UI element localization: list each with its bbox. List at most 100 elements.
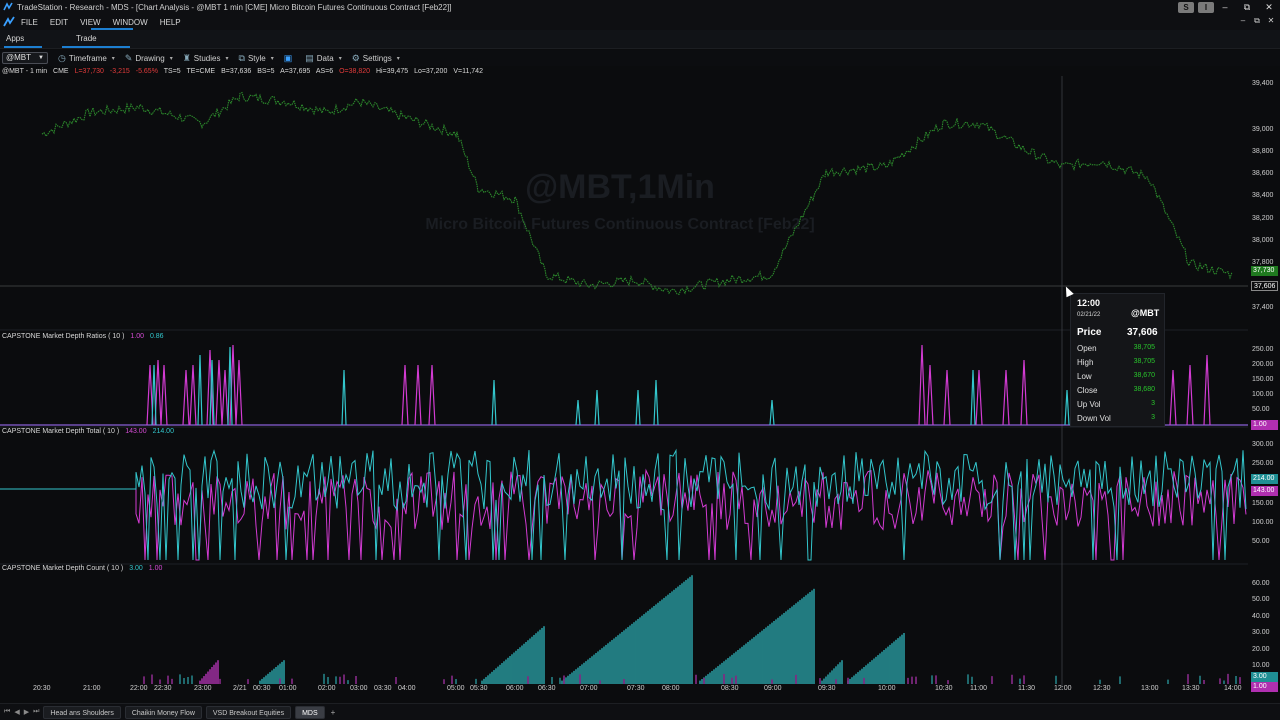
trade-exchange: TE=CME <box>186 68 216 75</box>
menu-file[interactable]: FILE <box>21 17 38 27</box>
time-axis-label: 05:30 <box>470 685 488 692</box>
settings-label: Settings <box>362 53 392 63</box>
next-tab-icon[interactable]: ▶ <box>23 709 30 716</box>
data-label: Data <box>316 53 334 63</box>
total-axis-label: 300.00 <box>1252 441 1274 448</box>
time-axis-label: 06:30 <box>538 685 556 692</box>
time-axis-label: 02:00 <box>318 685 336 692</box>
chevron-down-icon: ▾ <box>169 55 173 62</box>
drawing-button[interactable]: ✎ Drawing ▾ <box>125 53 173 64</box>
ratios-spike <box>635 389 641 426</box>
chart-canvas[interactable] <box>0 66 1280 703</box>
trade-size: TS=5 <box>163 68 181 75</box>
time-axis-label: 20:30 <box>33 685 51 692</box>
total-panel-label[interactable]: CAPSTONE Market Depth Total ( 10 ) 143.0… <box>2 428 178 435</box>
timeframe-button[interactable]: ◷ Timeframe ▾ <box>58 53 115 64</box>
time-axis-label: 03:30 <box>374 685 392 692</box>
first-tab-icon[interactable]: ⏮ <box>4 708 11 715</box>
ratios-spike <box>182 369 190 426</box>
ratios-value-2: 0.86 <box>149 333 164 340</box>
symbol-input[interactable]: @MBT ▼ <box>2 52 48 64</box>
data-icon: ▤ <box>305 52 314 63</box>
trade-tab[interactable]: Trade <box>76 34 97 43</box>
prev-tab-icon[interactable]: ◀ <box>14 709 20 716</box>
count-axis-label: 60.00 <box>1252 580 1270 587</box>
ratios-spike <box>160 364 168 426</box>
menu-bar: FILE EDIT VIEW WINDOW HELP – ⧉ ✕ <box>0 14 1280 30</box>
doc-close-button[interactable]: ✕ <box>1267 16 1275 25</box>
menu-edit[interactable]: EDIT <box>49 17 69 27</box>
tab-chaikin-money-flow[interactable]: Chaikin Money Flow <box>124 705 202 719</box>
time-axis-label: 07:00 <box>580 685 598 692</box>
ratios-spike <box>215 359 223 426</box>
chevron-down-icon: ▾ <box>111 55 115 62</box>
tab-mds[interactable]: MDS <box>295 705 325 719</box>
ratios-spike <box>575 399 581 426</box>
doc-minimize-button[interactable]: – <box>1240 16 1246 25</box>
time-axis-label: 00:30 <box>253 685 271 692</box>
volume: V=11,742 <box>453 68 483 75</box>
price-axis-label: 38,000 <box>1252 237 1274 244</box>
minimize-button[interactable]: – <box>1222 2 1228 12</box>
data-button[interactable]: ▤ Data ▾ <box>305 53 341 64</box>
tooltip-row-high: High 38,705 <box>1077 358 1161 367</box>
ratios-spike <box>146 364 154 426</box>
tooltip-row-value: 38,680 <box>1133 386 1155 393</box>
tab-head-and-shoulders[interactable]: Head ans Shoulders <box>43 705 121 719</box>
price-axis-label: 38,800 <box>1252 148 1274 155</box>
tooltip-price-label: Price <box>1077 327 1102 338</box>
trade-tab-underline <box>62 46 130 48</box>
price-series <box>41 91 1233 295</box>
tooltip-row-value: 38,670 <box>1133 372 1155 379</box>
clock-icon: ◷ <box>58 52 66 63</box>
ratios-spike <box>401 364 409 426</box>
count-panel-label[interactable]: CAPSTONE Market Depth Count ( 10 ) 3.00 … <box>2 565 166 572</box>
count-value-tag-1: 3.00 <box>1251 672 1278 682</box>
style-button[interactable]: ⧉ Style ▾ <box>239 53 274 64</box>
count-axis-label: 40.00 <box>1252 613 1270 620</box>
style-icon: ⧉ <box>238 52 245 63</box>
close-button[interactable]: ✕ <box>1265 1 1273 12</box>
last-tab-icon[interactable]: ⏭ <box>33 708 40 715</box>
ratios-axis-label: 50.00 <box>1252 406 1270 413</box>
i-button[interactable]: I <box>1198 1 1214 13</box>
tooltip-row-up-vol: Up Vol 3 <box>1077 400 1161 409</box>
time-axis-label: 08:30 <box>721 685 739 692</box>
open-price: O=38,820 <box>339 68 371 75</box>
menu-view[interactable]: VIEW <box>80 17 101 27</box>
app-menu-icon[interactable] <box>3 16 15 28</box>
studies-button[interactable]: ♜ Studies ▾ <box>183 53 229 64</box>
restore-button[interactable]: ⧉ <box>1243 1 1251 12</box>
count-title: CAPSTONE Market Depth Count ( 10 ) <box>2 565 124 572</box>
price-axis-label: 39,400 <box>1252 80 1274 87</box>
ask: A=37,695 <box>280 68 311 75</box>
doc-restore-button[interactable]: ⧉ <box>1254 16 1260 25</box>
settings-button[interactable]: ⚙ Settings ▾ <box>352 53 400 64</box>
time-axis-label: 13:30 <box>1182 685 1200 692</box>
time-axis-label: 10:00 <box>878 685 896 692</box>
total-series-cyan <box>0 448 1247 561</box>
net-change: -3,215 <box>109 68 130 75</box>
apps-tab[interactable]: Apps <box>6 34 25 43</box>
ratios-spike <box>1064 389 1070 426</box>
add-tab-button[interactable]: + <box>330 707 336 717</box>
count-value-2: 1.00 <box>148 565 163 572</box>
menu-window[interactable]: WINDOW <box>112 17 148 27</box>
price-axis-label: 37,800 <box>1252 259 1274 266</box>
tab-vsd-breakout-equities[interactable]: VSD Breakout Equities <box>205 705 292 719</box>
link-button[interactable]: ▣ <box>284 53 296 64</box>
ratios-spike <box>227 346 233 426</box>
ratios-spike <box>926 364 934 426</box>
menu-help[interactable]: HELP <box>159 17 181 27</box>
count-axis-label: 20.00 <box>1252 646 1270 653</box>
time-axis-label: 11:30 <box>1018 685 1035 692</box>
time-axis-label: 23:00 <box>194 685 212 692</box>
count-axis-label: 30.00 <box>1252 629 1270 636</box>
chevron-down-icon: ▾ <box>270 55 274 62</box>
s-button[interactable]: S <box>1178 1 1194 13</box>
tooltip-row-down-vol: Down Vol 3 <box>1077 414 1161 423</box>
ratios-spike <box>154 359 162 426</box>
ratios-panel-label[interactable]: CAPSTONE Market Depth Ratios ( 10 ) 1.00… <box>2 333 168 340</box>
time-axis-label: 08:00 <box>662 685 680 692</box>
chevron-down-icon: ▾ <box>396 55 400 62</box>
